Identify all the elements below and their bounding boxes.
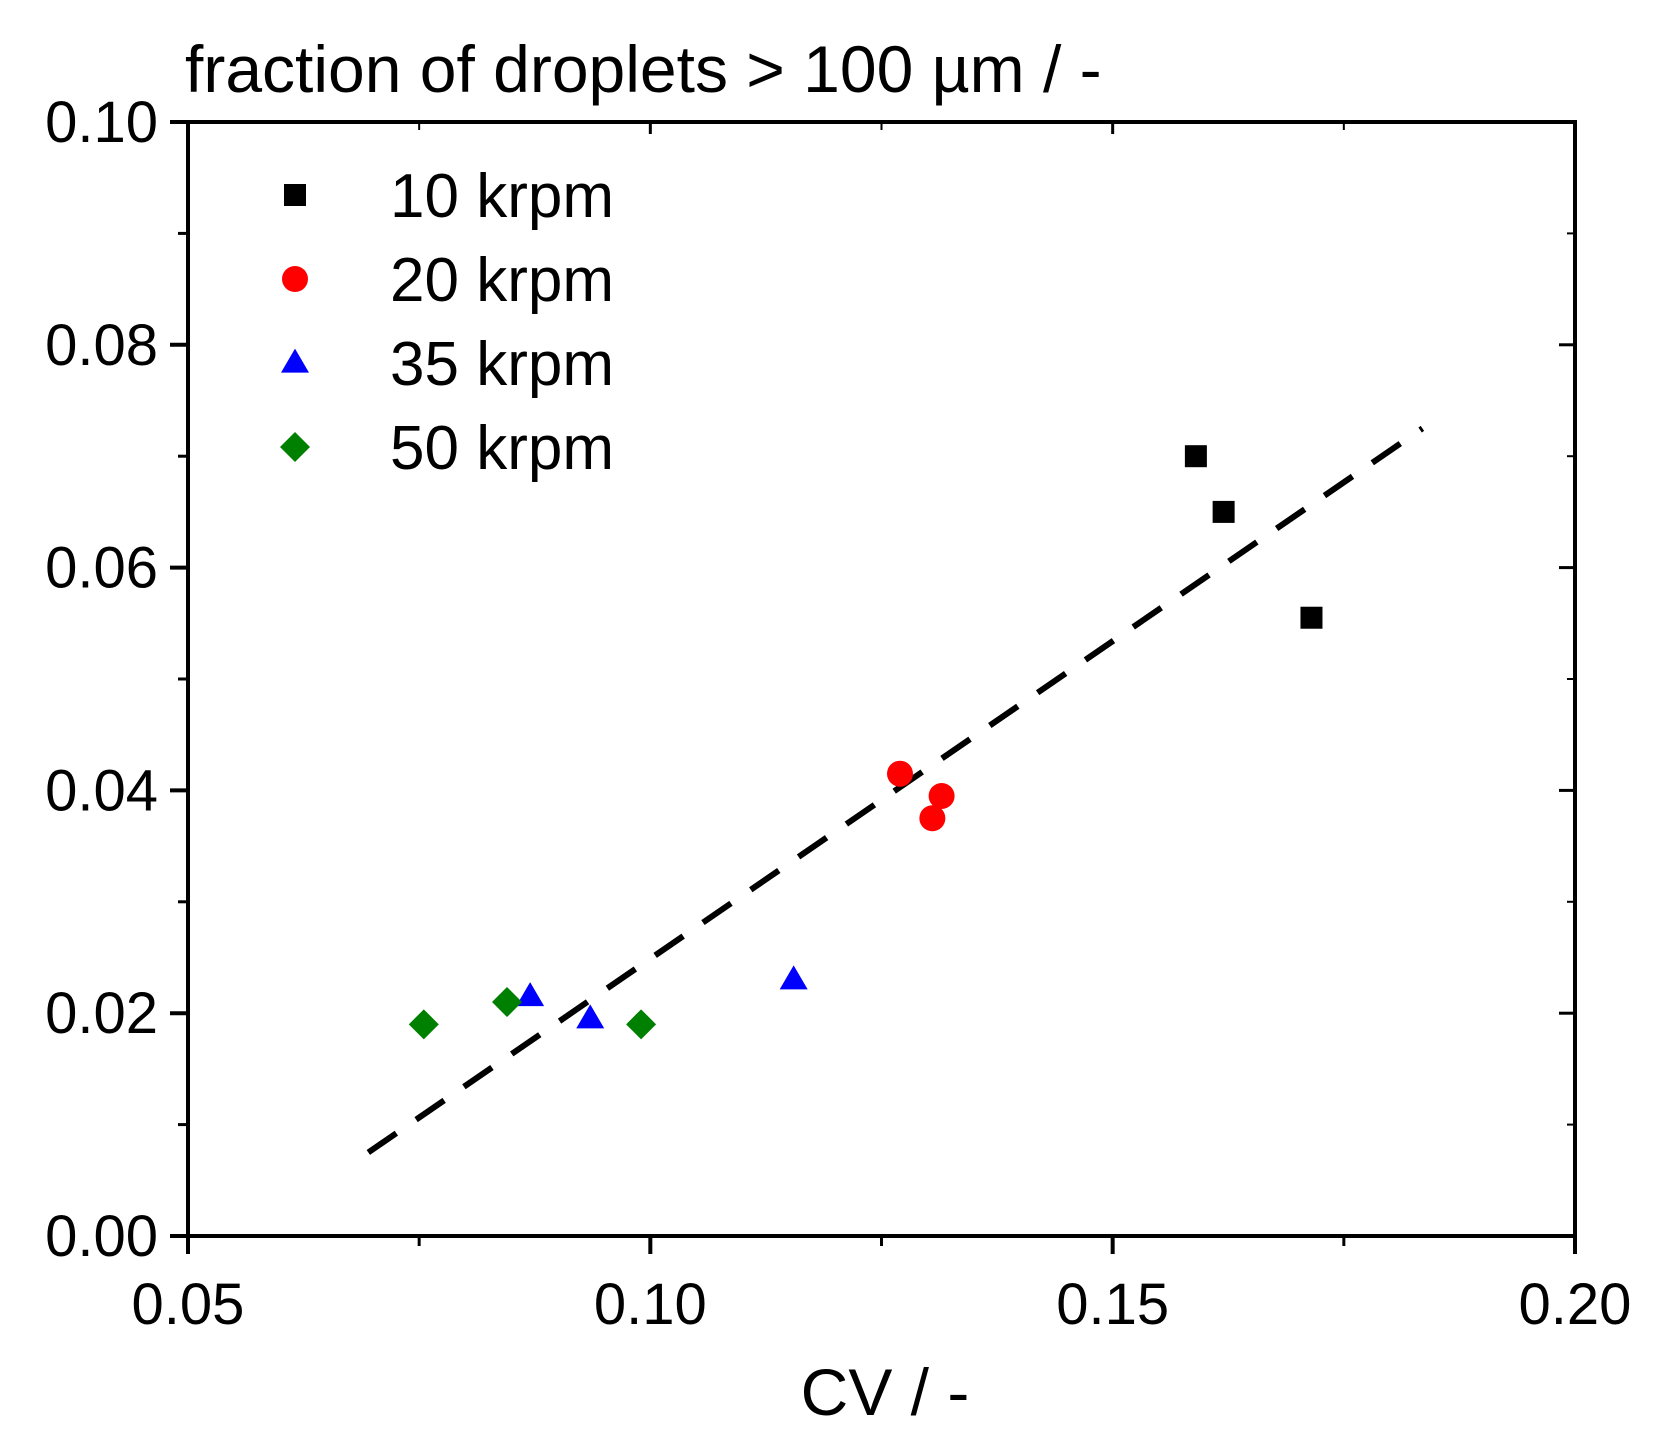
data-point: [1300, 606, 1323, 629]
legend-label: 35 krpm: [390, 330, 614, 399]
y-tick-label: 0.00: [45, 1204, 158, 1269]
chart-title: fraction of droplets > 100 µm / -: [185, 32, 1102, 106]
legend-item: 10 krpm: [284, 162, 614, 231]
legend-label: 50 krpm: [390, 414, 614, 483]
legend-marker: [282, 266, 308, 292]
fit-line: [366, 425, 1425, 1155]
legend-item: 50 krpm: [280, 414, 614, 483]
y-tick-label: 0.08: [45, 313, 158, 378]
x-axis-title: CV / -: [801, 1355, 970, 1429]
legend-marker: [281, 348, 309, 373]
data-point: [886, 760, 913, 787]
data-point: [928, 782, 955, 809]
series-20-krpm: [886, 760, 955, 832]
data-point: [1184, 445, 1207, 468]
data-point: [516, 982, 545, 1007]
x-tick-label: 0.10: [594, 1272, 707, 1337]
y-tick-label: 0.02: [45, 981, 158, 1046]
series-10-krpm: [1184, 445, 1323, 629]
data-point: [626, 1009, 657, 1040]
data-point: [919, 805, 946, 832]
data-point: [492, 987, 523, 1018]
data-point: [576, 1004, 605, 1029]
y-tick-label: 0.10: [45, 90, 158, 155]
series-35-krpm: [516, 965, 808, 1029]
legend-item: 35 krpm: [281, 330, 614, 399]
legend-marker: [280, 432, 310, 462]
series-50-krpm: [408, 987, 657, 1040]
data-point: [1212, 500, 1235, 523]
legend-item: 20 krpm: [282, 246, 614, 315]
legend-label: 10 krpm: [390, 162, 614, 231]
x-tick-label: 0.05: [132, 1272, 245, 1337]
data-point: [408, 1009, 439, 1040]
legend: 10 krpm 20 krpm 35 krpm 50 krpm: [280, 162, 614, 483]
x-tick-label: 0.15: [1056, 1272, 1169, 1337]
legend-marker: [284, 184, 306, 206]
data-points-layer: [408, 445, 1323, 1040]
fit-line-layer: [366, 425, 1425, 1155]
x-tick-label: 0.20: [1519, 1272, 1632, 1337]
y-tick-label: 0.04: [45, 758, 158, 823]
data-point: [779, 965, 808, 990]
legend-label: 20 krpm: [390, 246, 614, 315]
axes-layer: 0.05 0.10 0.15 0.20 0.00 0.02 0.04 0.06 0.08 0.10: [45, 90, 1631, 1337]
y-tick-label: 0.06: [45, 536, 158, 601]
